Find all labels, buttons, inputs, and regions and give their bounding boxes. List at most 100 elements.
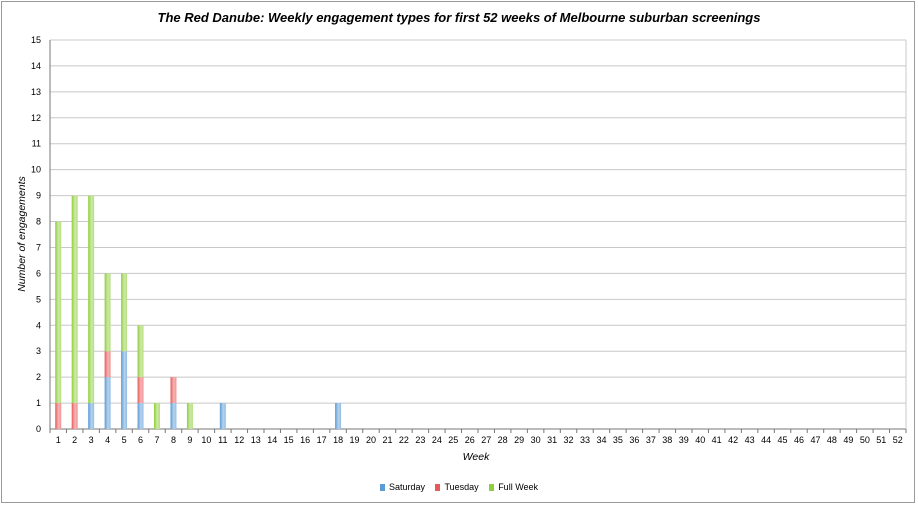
x-tick-label: 49 [843, 435, 853, 445]
y-tick-label: 9 [36, 191, 41, 201]
x-tick-label: 11 [218, 435, 227, 445]
bar-tuesday-week-6 [137, 377, 144, 404]
x-tick-label: 34 [596, 435, 606, 445]
x-tick-label: 52 [893, 435, 903, 445]
x-tick-label: 3 [89, 435, 94, 445]
x-tick-label: 1 [56, 435, 61, 445]
chart-title: The Red Danube: Weekly engagement types … [157, 10, 761, 25]
y-tick-label: 1 [36, 398, 41, 408]
y-tick-label: 15 [31, 35, 41, 45]
x-tick-label: 28 [498, 435, 508, 445]
bar-full-week-week-7 [154, 403, 160, 429]
x-tick-label: 18 [333, 435, 343, 445]
bar-tuesday-week-8 [170, 377, 177, 404]
x-tick-label: 38 [662, 435, 672, 445]
legend-swatch-saturday [379, 483, 385, 491]
x-tick-label: 44 [761, 435, 771, 445]
bar-saturday-week-11 [219, 403, 226, 429]
x-tick-label: 32 [564, 435, 574, 445]
y-tick-label: 6 [36, 268, 41, 278]
bar-saturday-week-8 [170, 403, 177, 429]
x-tick-label: 17 [317, 435, 327, 445]
x-tick-label: 47 [810, 435, 820, 445]
y-tick-label: 2 [36, 372, 41, 382]
bar-tuesday-week-4 [104, 351, 111, 378]
legend: Saturday Tuesday Full Week [0, 482, 918, 493]
y-tick-label: 10 [31, 165, 41, 175]
y-tick-label: 3 [36, 346, 41, 356]
x-tick-label: 13 [251, 435, 261, 445]
legend-swatch-full-week [489, 483, 495, 491]
bar-full-week-week-6 [137, 325, 144, 378]
y-tick-label: 0 [36, 424, 41, 434]
x-tick-label: 46 [794, 435, 804, 445]
x-tick-label: 22 [399, 435, 409, 445]
x-tick-label: 4 [105, 435, 110, 445]
x-tick-label: 9 [187, 435, 192, 445]
x-tick-label: 19 [350, 435, 360, 445]
x-tick-label: 6 [138, 435, 143, 445]
y-tick-label: 8 [36, 217, 41, 227]
legend-label-tuesday: Tuesday [444, 482, 479, 492]
y-tick-label: 5 [36, 294, 41, 304]
x-tick-label: 29 [514, 435, 524, 445]
bar-full-week-week-5 [121, 273, 128, 352]
legend-item-saturday: Saturday [379, 482, 425, 492]
y-tick-label: 12 [31, 113, 41, 123]
x-tick-label: 8 [171, 435, 176, 445]
x-tick-label: 7 [154, 435, 159, 445]
bar-full-week-week-1 [55, 221, 62, 404]
x-tick-label: 20 [366, 435, 376, 445]
x-tick-label: 25 [448, 435, 458, 445]
x-tick-label: 21 [382, 435, 392, 445]
x-tick-label: 35 [613, 435, 623, 445]
x-tick-label: 31 [547, 435, 557, 445]
y-tick-label: 7 [36, 242, 41, 252]
legend-swatch-tuesday [435, 483, 441, 491]
x-tick-label: 15 [284, 435, 294, 445]
x-tick-label: 33 [580, 435, 590, 445]
bar-saturday-week-6 [137, 403, 144, 429]
x-tick-label: 40 [695, 435, 705, 445]
bar-saturday-week-5 [121, 351, 128, 429]
x-tick-label: 2 [72, 435, 77, 445]
y-tick-label: 13 [31, 87, 41, 97]
x-tick-label: 23 [415, 435, 425, 445]
x-tick-label: 48 [827, 435, 837, 445]
x-tick-label: 10 [201, 435, 211, 445]
x-tick-label: 27 [481, 435, 491, 445]
bar-saturday-week-3 [88, 403, 95, 429]
x-tick-label: 30 [531, 435, 541, 445]
bar-full-week-week-4 [104, 273, 111, 352]
legend-label-full-week: Full Week [498, 482, 539, 492]
x-tick-label: 16 [300, 435, 310, 445]
y-tick-label: 4 [36, 320, 41, 330]
x-tick-label: 37 [646, 435, 656, 445]
legend-item-full-week: Full Week [489, 482, 538, 492]
legend-item-tuesday: Tuesday [435, 482, 479, 492]
x-tick-label: 5 [122, 435, 127, 445]
x-tick-label: 12 [234, 435, 244, 445]
bar-full-week-week-2 [71, 195, 78, 404]
bar-full-week-week-9 [186, 403, 193, 429]
bar-saturday-week-4 [104, 377, 111, 429]
x-axis-label: Week [462, 451, 490, 463]
x-tick-label: 42 [728, 435, 738, 445]
x-tick-label: 24 [432, 435, 442, 445]
bar-full-week-week-3 [88, 195, 95, 404]
bar-saturday-week-18 [335, 403, 342, 429]
y-tick-label: 14 [31, 61, 41, 71]
x-tick-label: 45 [778, 435, 788, 445]
x-tick-label: 36 [629, 435, 639, 445]
x-tick-label: 41 [712, 435, 722, 445]
x-tick-label: 51 [876, 435, 886, 445]
x-tick-label: 39 [679, 435, 689, 445]
bar-tuesday-week-2 [71, 403, 78, 429]
x-tick-label: 43 [745, 435, 755, 445]
x-tick-label: 26 [465, 435, 475, 445]
y-tick-label: 11 [32, 139, 41, 149]
x-tick-label: 50 [860, 435, 870, 445]
x-tick-label: 14 [267, 435, 277, 445]
